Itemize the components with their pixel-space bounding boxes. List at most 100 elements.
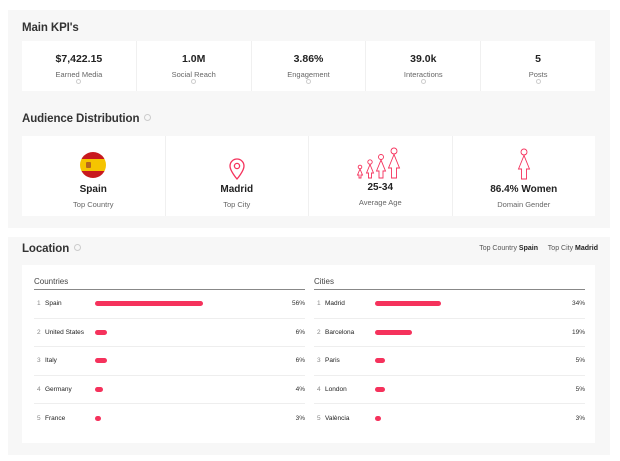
bar-track — [375, 329, 565, 335]
list-item: 4 Germany 4% — [34, 376, 305, 404]
percent-bar — [95, 358, 107, 364]
main-kpis-title: Main KPI's — [22, 22, 79, 34]
rank: 2 — [317, 328, 321, 336]
percent-bar — [375, 301, 441, 307]
audience-value: Madrid — [220, 184, 254, 195]
item-name: València — [325, 414, 350, 422]
help-icon[interactable] — [144, 114, 152, 122]
kpi-interactions: 39.0k Interactions — [366, 41, 482, 91]
age-group-icon — [357, 147, 401, 179]
cities-header: Cities — [314, 277, 585, 290]
audience-title-text: Audience Distribution — [22, 113, 140, 125]
percent-label: 19% — [571, 328, 585, 336]
cities-list: Cities 1 Madrid 34% 2 Barcelona 19% 3 Paris 5% 4 L… — [314, 277, 585, 433]
rank: 1 — [317, 300, 321, 308]
item-name: Germany — [45, 385, 72, 393]
rank: 2 — [37, 328, 41, 336]
bar-track — [95, 301, 285, 307]
audience-value: 25-34 — [367, 182, 394, 193]
audience-label: Domain Gender — [497, 200, 551, 209]
percent-label: 4% — [295, 385, 305, 393]
audience-label: Top City — [223, 200, 251, 209]
percent-bar — [375, 415, 381, 421]
audience-top-country: Spain Top Country — [22, 136, 166, 216]
bar-track — [375, 358, 565, 364]
location-card: Countries 1 Spain 56% 2 United States 6% 3 Ital… — [22, 265, 595, 443]
kpi-value: $7,422.15 — [55, 53, 103, 65]
bar-track — [95, 415, 285, 421]
audience-average-age: 25-34 Average Age — [309, 136, 453, 216]
list-item: 4 London 5% — [314, 376, 585, 404]
rank: 3 — [37, 357, 41, 365]
item-name: London — [325, 385, 347, 393]
percent-bar — [95, 386, 103, 392]
percent-label: 6% — [295, 328, 305, 336]
rank: 1 — [37, 300, 41, 308]
bar-track — [95, 386, 285, 392]
top-city-label: Top City — [547, 245, 574, 252]
kpi-label: Posts — [528, 70, 548, 79]
help-icon[interactable] — [535, 79, 541, 84]
kpi-value: 1.0M — [182, 53, 206, 65]
list-item: 2 Barcelona 19% — [314, 319, 585, 347]
percent-label: 34% — [571, 300, 585, 308]
rank: 5 — [317, 414, 321, 422]
kpi-engagement: 3.86% Engagement — [252, 41, 367, 91]
female-icon — [517, 148, 530, 180]
list-item: 1 Madrid 34% — [314, 290, 585, 319]
item-name: Spain — [45, 300, 62, 308]
countries-header: Countries — [34, 277, 305, 290]
kpi-value: 5 — [535, 53, 541, 65]
top-country-value: Spain — [518, 245, 538, 252]
help-icon[interactable] — [305, 79, 311, 84]
rank: 5 — [37, 414, 41, 422]
kpi-label: Earned Media — [55, 70, 103, 79]
bar-track — [95, 358, 285, 364]
help-icon[interactable] — [191, 79, 197, 84]
kpi-label: Engagement — [287, 70, 330, 79]
kpi-posts: 5 Posts — [481, 41, 595, 91]
kpi-value: 39.0k — [410, 53, 437, 65]
bar-track — [95, 329, 285, 335]
percent-label: 5% — [575, 385, 585, 393]
help-icon[interactable] — [76, 79, 82, 84]
kpi-value: 3.86% — [293, 53, 324, 65]
percent-label: 56% — [291, 300, 305, 308]
percent-bar — [95, 301, 204, 307]
percent-label: 3% — [295, 414, 305, 422]
list-item: 3 Italy 6% — [34, 347, 305, 376]
list-item: 2 United States 6% — [34, 319, 305, 347]
audience-value: Spain — [79, 184, 107, 195]
top-city-value: Madrid — [575, 245, 598, 252]
kpi-row: $7,422.15 Earned Media 1.0M Social Reach… — [22, 41, 595, 91]
help-icon[interactable] — [74, 244, 82, 252]
bar-track — [375, 415, 565, 421]
percent-bar — [95, 329, 107, 335]
percent-label: 3% — [575, 414, 585, 422]
kpi-earned-media: $7,422.15 Earned Media — [22, 41, 137, 91]
bar-track — [375, 386, 565, 392]
rank: 3 — [317, 357, 321, 365]
percent-bar — [375, 329, 412, 335]
rank: 4 — [37, 385, 41, 393]
audience-label: Top Country — [73, 200, 114, 209]
map-pin-icon — [229, 158, 245, 180]
percent-bar — [95, 415, 101, 421]
audience-value: 86.4% Women — [490, 184, 558, 195]
list-item: 3 Paris 5% — [314, 347, 585, 376]
item-name: France — [45, 414, 66, 422]
location-summary: Top Country Spain Top City Madrid — [479, 245, 598, 252]
audience-distribution-title: Audience Distribution — [22, 113, 152, 125]
location-title-text: Location — [22, 243, 70, 255]
item-name: Italy — [45, 357, 57, 365]
kpi-audience-panel: Main KPI's $7,422.15 Earned Media 1.0M S… — [8, 10, 610, 228]
item-name: Barcelona — [325, 328, 355, 336]
kpi-label: Interactions — [403, 70, 443, 79]
help-icon[interactable] — [420, 79, 426, 84]
location-panel: Location Top Country Spain Top City Madr… — [8, 237, 610, 455]
audience-row: Spain Top Country Madrid Top City — [22, 136, 595, 216]
countries-list: Countries 1 Spain 56% 2 United States 6% 3 Ital… — [34, 277, 305, 433]
list-item: 5 France 3% — [34, 404, 305, 433]
percent-label: 5% — [575, 357, 585, 365]
spain-flag-icon — [80, 152, 107, 178]
